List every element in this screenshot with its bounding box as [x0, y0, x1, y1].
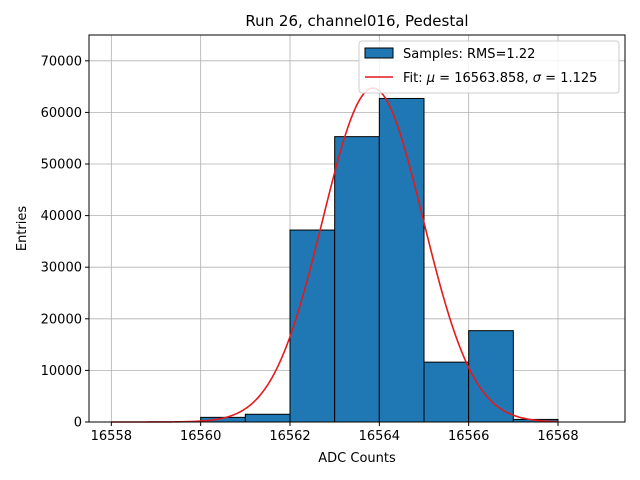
legend-fit-suffix: = 1.125	[541, 71, 597, 86]
legend-box	[358, 40, 620, 94]
y-tick-label: 60000	[41, 106, 82, 121]
histogram-bar	[468, 330, 514, 423]
legend-fit-middle: = 16563.858,	[435, 71, 533, 86]
x-tick-label: 16560	[180, 429, 221, 444]
y-tick-label: 30000	[41, 261, 82, 276]
legend-fit-prefix: Fit:	[403, 71, 427, 86]
y-tick-label: 20000	[41, 312, 82, 327]
legend-samples-swatch	[364, 47, 394, 59]
y-tick-label: 70000	[41, 54, 82, 69]
histogram-bar	[334, 136, 380, 423]
y-axis-label: Entries	[15, 206, 30, 252]
y-tick-label: 0	[74, 416, 82, 431]
legend-fit-mu-symbol: μ	[426, 71, 435, 86]
x-tick-label: 16568	[537, 429, 578, 444]
y-tick-label: 10000	[41, 364, 82, 379]
y-tick-label: 40000	[41, 209, 82, 224]
x-tick-label: 16566	[448, 429, 489, 444]
axis-ticks: 16558 16560 16562 16564 16566 16568 0 10000 2000…	[41, 54, 579, 444]
legend-fit-label: Fit: μ = 16563.858, σ = 1.125	[403, 71, 597, 86]
histogram-bars	[200, 97, 559, 423]
legend: Samples: RMS=1.22 Fit: μ = 16563.858, σ …	[358, 40, 620, 94]
histogram-bar	[423, 361, 470, 423]
x-tick-label: 16562	[269, 429, 310, 444]
histogram-bar	[244, 413, 291, 423]
histogram-bar	[378, 97, 425, 423]
legend-samples-label: Samples: RMS=1.22	[403, 47, 535, 62]
legend-fit-sigma-symbol: σ	[533, 71, 542, 86]
x-tick-label: 16558	[91, 429, 132, 444]
chart-title: Run 26, channel016, Pedestal	[245, 12, 468, 30]
plot-frame	[88, 34, 626, 423]
x-axis-label: ADC Counts	[318, 451, 396, 466]
x-tick-label: 16564	[359, 429, 400, 444]
y-tick-label: 50000	[41, 158, 82, 173]
